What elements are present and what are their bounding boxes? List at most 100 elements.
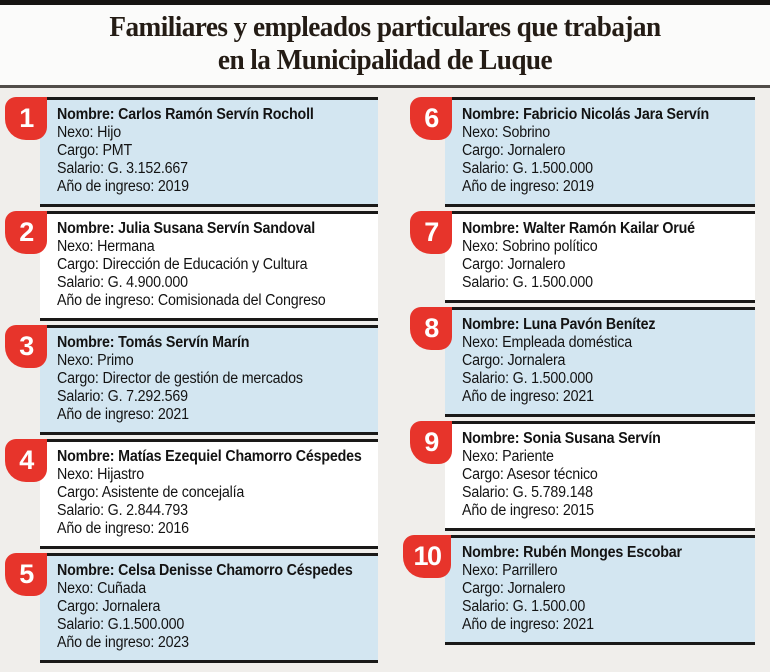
field-nexo-value: Cuñada [97, 580, 146, 597]
field-cargo-value: Jornalero [507, 580, 566, 597]
field-nombre-label: Nombre: [462, 106, 520, 123]
entry-number-badge: 5 [5, 553, 47, 596]
field-nexo: Nexo: Sobrino político [462, 238, 726, 256]
field-cargo: Cargo: PMT [57, 142, 347, 160]
employee-card: 2 Nombre: Julia Susana Servín Sandoval Nex… [5, 211, 378, 321]
field-nexo: Nexo: Empleada doméstica [462, 334, 726, 352]
employee-card: 10 Nombre: Rubén Monges Escobar Nexo: Parr… [403, 535, 755, 645]
field-cargo-value: PMT [102, 142, 133, 159]
field-cargo-label: Cargo: [57, 598, 99, 615]
field-nombre: Nombre: Tomás Servín Marín [57, 334, 347, 352]
field-nombre-label: Nombre: [462, 220, 520, 237]
field-nexo-label: Nexo: [57, 238, 94, 255]
field-salario: Salario: G. 7.292.569 [57, 388, 347, 406]
field-nombre-value: Matías Ezequiel Chamorro Céspedes [118, 448, 362, 465]
employee-details: Nombre: Carlos Ramón Servín Rocholl Nexo:… [57, 106, 347, 196]
field-salario-value: G. 2.844.793 [107, 502, 188, 519]
field-salario: Salario: G.1.500.000 [57, 616, 347, 634]
entry-number-badge: 1 [5, 97, 47, 140]
employee-card: 6 Nombre: Fabricio Nicolás Jara Servín Nex… [410, 97, 755, 207]
field-salario-value: G. 4.900.000 [107, 274, 188, 291]
field-ingreso: Año de ingreso: 2019 [57, 178, 347, 196]
field-nombre: Nombre: Julia Susana Servín Sandoval [57, 220, 347, 238]
field-nombre-label: Nombre: [57, 220, 115, 237]
employee-details: Nombre: Matías Ezequiel Chamorro Céspede… [57, 448, 362, 538]
field-nexo: Nexo: Cuñada [57, 580, 347, 598]
field-salario: Salario: G. 1.500.00 [462, 598, 726, 616]
field-cargo-value: Jornalera [102, 598, 161, 615]
field-cargo-value: Asesor técnico [506, 466, 598, 483]
field-ingreso: Año de ingreso: 2015 [462, 502, 726, 520]
field-nombre-value: Carlos Ramón Servín Rocholl [118, 106, 314, 123]
field-ingreso-value: 2016 [157, 520, 189, 537]
employee-details: Nombre: Sonia Susana Servín Nexo: Parient… [462, 430, 726, 520]
field-ingreso-value: 2021 [562, 388, 594, 405]
page-title-line-2: en la Municipalidad de Luque [217, 44, 553, 76]
field-salario-value: G. 7.292.569 [107, 388, 188, 405]
field-ingreso-label: Año de ingreso: [57, 292, 155, 309]
employee-details: Nombre: Celsa Denisse Chamorro Céspedes N… [57, 562, 353, 652]
field-nexo-value: Parrillero [502, 562, 558, 579]
field-nexo-label: Nexo: [462, 124, 499, 141]
employee-card: 3 Nombre: Tomás Servín Marín Nexo: Primo Ca… [5, 325, 378, 435]
field-nexo-label: Nexo: [57, 352, 94, 369]
field-cargo: Cargo: Jornalera [462, 352, 726, 370]
field-ingreso-value: 2019 [562, 178, 594, 195]
field-cargo-label: Cargo: [462, 352, 504, 369]
field-cargo-value: Jornalero [507, 142, 566, 159]
field-nombre-label: Nombre: [462, 544, 520, 561]
field-nexo: Nexo: Sobrino [462, 124, 726, 142]
field-ingreso: Año de ingreso: 2016 [57, 520, 347, 538]
field-nombre: Nombre: Sonia Susana Servín [462, 430, 726, 448]
field-salario-value: G. 5.789.148 [512, 484, 593, 501]
field-nombre: Nombre: Fabricio Nicolás Jara Servín [462, 106, 726, 124]
field-nexo: Nexo: Pariente [462, 448, 726, 466]
field-cargo-label: Cargo: [462, 466, 504, 483]
field-salario-value: G. 1.500.000 [512, 370, 593, 387]
field-cargo: Cargo: Dirección de Educación y Cultura [57, 256, 347, 274]
employee-details: Nombre: Fabricio Nicolás Jara Servín Nexo… [462, 106, 726, 196]
entry-number-badge: 4 [5, 439, 47, 482]
field-ingreso-label: Año de ingreso: [462, 502, 560, 519]
field-ingreso-value: 2021 [562, 616, 594, 633]
field-nexo-value: Primo [97, 352, 134, 369]
field-salario-value: G. 1.500.000 [512, 160, 593, 177]
field-cargo-value: Director de gestión de mercados [102, 370, 303, 387]
field-cargo: Cargo: Asesor técnico [462, 466, 726, 484]
field-ingreso-value: 2023 [157, 634, 189, 651]
entry-number-badge: 9 [410, 421, 452, 464]
field-cargo-label: Cargo: [57, 484, 99, 501]
field-nexo-label: Nexo: [57, 466, 94, 483]
field-ingreso-value: 2015 [562, 502, 594, 519]
field-nexo-value: Hermana [97, 238, 155, 255]
field-nombre: Nombre: Matías Ezequiel Chamorro Céspede… [57, 448, 362, 466]
field-salario: Salario: G. 4.900.000 [57, 274, 347, 292]
employee-details: Nombre: Rubén Monges Escobar Nexo: Parril… [462, 544, 726, 634]
employee-list: 1 Nombre: Carlos Ramón Servín Rocholl Nexo… [0, 88, 770, 663]
entry-number-badge: 7 [410, 211, 452, 254]
field-cargo: Cargo: Director de gestión de mercados [57, 370, 347, 388]
field-cargo: Cargo: Jornalero [462, 580, 726, 598]
entry-number-badge: 3 [5, 325, 47, 368]
field-nexo-label: Nexo: [57, 124, 94, 141]
field-ingreso: Año de ingreso: 2021 [462, 388, 726, 406]
field-nombre: Nombre: Rubén Monges Escobar [462, 544, 726, 562]
field-nombre: Nombre: Celsa Denisse Chamorro Céspedes [57, 562, 353, 580]
employee-details: Nombre: Walter Ramón Kailar Orué Nexo: So… [462, 220, 726, 292]
field-nexo-label: Nexo: [462, 562, 499, 579]
field-cargo-value: Jornalera [507, 352, 566, 369]
field-nombre-value: Julia Susana Servín Sandoval [118, 220, 316, 237]
field-ingreso: Año de ingreso: 2021 [462, 616, 726, 634]
field-ingreso-label: Año de ingreso: [462, 388, 560, 405]
page-title-line-1: Familiares y empleados particulares que … [109, 11, 661, 43]
field-ingreso-value: Comisionada del Congreso [157, 292, 326, 309]
employee-card: 8 Nombre: Luna Pavón Benítez Nexo: Emplead… [410, 307, 755, 417]
field-cargo: Cargo: Asistente de concejalía [57, 484, 347, 502]
field-ingreso-label: Año de ingreso: [57, 178, 155, 195]
field-ingreso-label: Año de ingreso: [462, 616, 560, 633]
employee-card: 5 Nombre: Celsa Denisse Chamorro Céspedes… [5, 553, 378, 663]
entry-number-badge: 8 [410, 307, 452, 350]
field-ingreso: Año de ingreso: 2021 [57, 406, 347, 424]
field-salario-label: Salario: [462, 370, 509, 387]
field-nombre-value: Fabricio Nicolás Jara Servín [523, 106, 709, 123]
